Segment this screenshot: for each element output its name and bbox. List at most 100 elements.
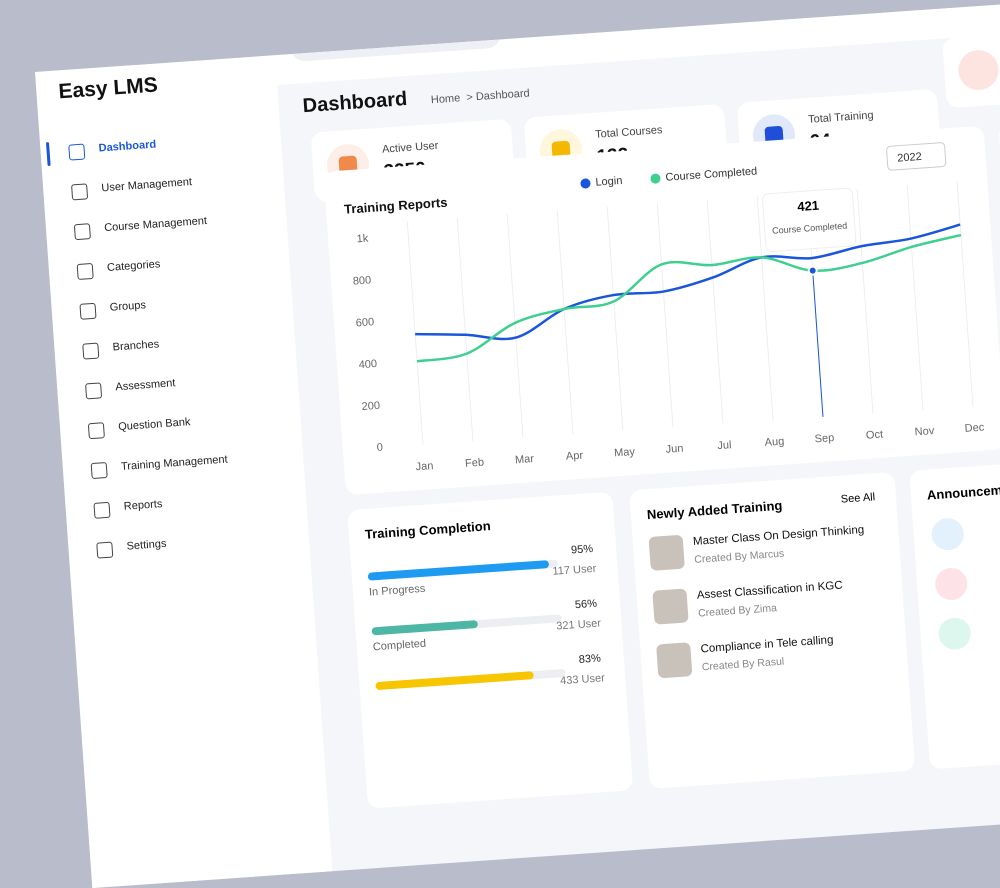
grid-line (506, 213, 524, 438)
stat-label: Active User (381, 139, 439, 156)
x-tick-label: Feb (465, 457, 485, 470)
select-box (886, 142, 947, 171)
grid-line (856, 189, 874, 414)
grid-line (606, 206, 624, 431)
menu-icon (82, 342, 100, 360)
progress-label: In Progress (368, 582, 426, 599)
see-all[interactable]: See All (840, 491, 876, 506)
menu-icon (87, 422, 105, 440)
breadcrumb-home[interactable]: Home (430, 92, 461, 107)
progress-percent: 56% (574, 597, 598, 612)
tooltip-point (807, 265, 818, 276)
training-creator: Created By Zima (697, 602, 778, 620)
menu-icon (90, 461, 108, 480)
progress-users: 117 User (552, 562, 597, 578)
mail-icon (937, 616, 972, 651)
menu-icon (71, 183, 89, 201)
year-select[interactable]: 2022 (886, 142, 947, 171)
grid-line (456, 217, 474, 442)
card-title: Newly Added Training (646, 497, 783, 523)
stat-label: Total Courses (594, 124, 663, 141)
x-tick-label: Oct (866, 429, 884, 442)
tooltip-value: 421 (797, 198, 820, 214)
x-tick-label: Jan (415, 460, 434, 473)
y-tick-label: 1k (356, 233, 369, 246)
y-tick-label: 400 (358, 358, 377, 371)
training-title[interactable]: Compliance in Tele calling (700, 634, 834, 656)
legend-swatch (580, 178, 591, 189)
x-tick-label: Apr (566, 450, 584, 463)
breadcrumb-current: > Dashboard (465, 87, 531, 104)
x-tick-label: Sep (814, 432, 834, 445)
mail-icon (934, 566, 969, 601)
grid-line (956, 182, 974, 407)
legend-label: Course Completed (665, 165, 758, 183)
training-title[interactable]: Master Class On Design Thinking (692, 524, 865, 548)
training-title[interactable]: Assest Classification in KGC (696, 579, 843, 602)
tooltip-box (762, 187, 857, 252)
card-title: Training Completion (364, 518, 492, 542)
y-tick-label: 0 (376, 442, 383, 454)
training-list: Master Class On Design Thinking Created B… (629, 472, 894, 679)
progress-bar (367, 560, 549, 581)
training-creator: Created By Rasul (701, 655, 785, 674)
progress-percent: 95% (570, 543, 594, 557)
grid-line (406, 220, 424, 445)
mail-icon (930, 517, 965, 552)
y-tick-label: 200 (361, 400, 380, 413)
x-tick-label: Aug (764, 436, 784, 449)
progress-users: 321 User (555, 617, 602, 633)
progress-percent: 83% (578, 652, 602, 666)
grid-line (556, 210, 574, 435)
training-thumb (652, 588, 689, 625)
menu-icon (93, 501, 111, 519)
announcement-card: Announcements (909, 456, 1000, 770)
stat-label: Total Training (807, 109, 874, 126)
completion-card: Training Completion 95% 117 User In Progre… (347, 491, 634, 809)
search-placeholder: Search... (324, 36, 370, 52)
menu-icon (85, 382, 103, 400)
menu-icon (73, 223, 91, 241)
y-tick-label: 600 (355, 316, 374, 329)
sidebar (37, 85, 334, 888)
chart-card: Training Reports 2022 Login Course Complete… (323, 125, 1000, 496)
x-tick-label: Jul (717, 439, 732, 452)
series-line (416, 233, 962, 363)
grid-line (706, 199, 724, 424)
search-icon (300, 41, 312, 54)
x-tick-label: May (614, 446, 636, 459)
screen: Easy LMS Search... Dashboard User Managem… (35, 0, 1000, 888)
progress-users: 433 User (559, 672, 606, 688)
training-thumb (656, 642, 693, 679)
stat-icon (957, 48, 1000, 92)
menu-icon (68, 143, 86, 161)
progress-list: 95% 117 User In Progress 56% 321 User Complet… (347, 492, 612, 691)
legend-swatch (650, 173, 661, 184)
series-line (415, 223, 961, 341)
x-tick-label: Jun (665, 443, 684, 456)
chart-title: Training Reports (344, 195, 448, 217)
tooltip-line (812, 270, 824, 417)
line-chart: Training Reports 2022 Login Course Complete… (344, 142, 985, 473)
grid-line (906, 185, 924, 410)
training-card: Newly Added Training See All Master Clas… (629, 471, 916, 789)
menu-icon (79, 302, 97, 320)
menu-item[interactable]: Groups (109, 299, 147, 314)
progress-bar (375, 671, 534, 691)
x-tick-label: Mar (515, 453, 535, 466)
x-tick-label: Dec (964, 422, 985, 435)
grid-line (756, 196, 774, 421)
legend-label: Login (595, 175, 623, 189)
breadcrumb: Home > Dashboard (430, 87, 530, 106)
menu-icon (76, 262, 94, 281)
x-tick-label: Nov (914, 425, 935, 438)
progress-bar (371, 620, 479, 636)
top-bar (35, 0, 1000, 102)
training-creator: Created By Marcus (693, 547, 785, 566)
page: Easy LMS Search... Dashboard User Managem… (35, 0, 1000, 888)
select-value: 2022 (897, 151, 922, 165)
card-title: Announcements (926, 480, 1000, 503)
y-tick-label: 800 (352, 274, 371, 287)
menu-icon (96, 541, 114, 559)
training-thumb (648, 534, 685, 571)
